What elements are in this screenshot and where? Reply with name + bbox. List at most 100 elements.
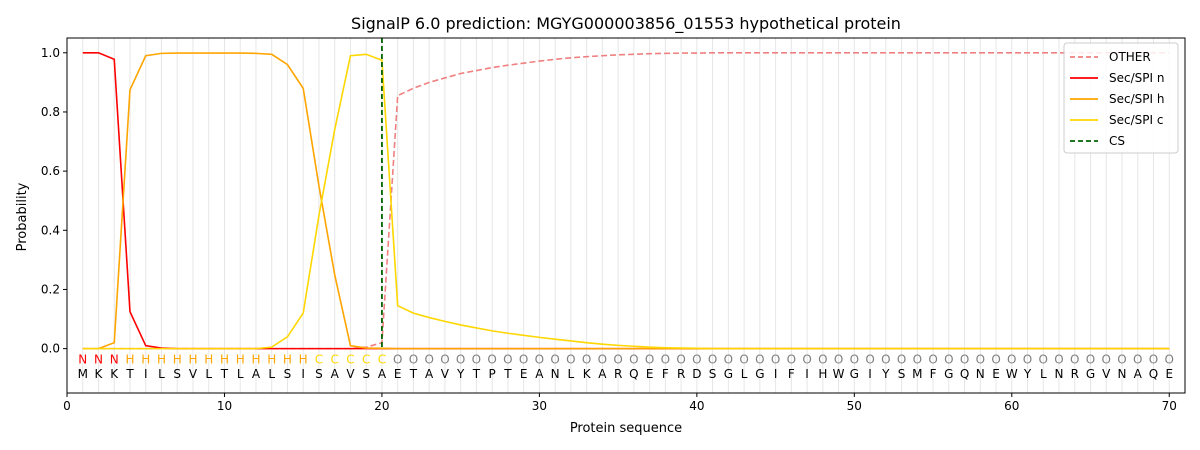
- residue-letter: K: [583, 367, 592, 381]
- residue-letter: K: [110, 367, 119, 381]
- residue-letter: T: [409, 367, 418, 381]
- region-label: O: [613, 352, 622, 366]
- region-label: H: [204, 352, 213, 366]
- region-label: O: [1086, 352, 1095, 366]
- residue-letter: F: [788, 367, 795, 381]
- residue-letter: L: [1040, 367, 1047, 381]
- legend-label: CS: [1109, 134, 1125, 148]
- region-label: O: [440, 352, 449, 366]
- legend-label: Sec/SPI c: [1109, 113, 1163, 127]
- region-label: O: [409, 352, 418, 366]
- sequence-track: NMNKNKHTHIHLHSHVHLHTHLHAHLHSHICSCACVCSCA…: [78, 352, 1174, 381]
- plot-area: [82, 38, 1170, 350]
- residue-letter: A: [378, 367, 387, 381]
- region-label: O: [944, 352, 953, 366]
- region-label: O: [661, 352, 670, 366]
- residue-letter: M: [912, 367, 922, 381]
- region-label: O: [1149, 352, 1158, 366]
- region-label: O: [818, 352, 827, 366]
- residue-letter: L: [741, 367, 748, 381]
- residue-letter: W: [1006, 367, 1018, 381]
- residue-letter: E: [520, 367, 528, 381]
- residue-letter: T: [503, 367, 512, 381]
- axes-frame: [66, 37, 1186, 394]
- residue-letter: A: [425, 367, 434, 381]
- residue-letter: F: [930, 367, 937, 381]
- region-label: O: [692, 352, 701, 366]
- residue-letter: V: [441, 367, 450, 381]
- region-label: O: [755, 352, 764, 366]
- vertical-grid: [82, 38, 1170, 393]
- region-label: O: [1039, 352, 1048, 366]
- region-label: N: [78, 352, 87, 366]
- region-label: O: [1054, 352, 1063, 366]
- region-label: O: [393, 352, 402, 366]
- y-tick-label: 0.6: [41, 164, 60, 178]
- residue-letter: R: [614, 367, 622, 381]
- region-label: C: [378, 352, 386, 366]
- residue-letter: L: [158, 367, 165, 381]
- region-label: C: [346, 352, 354, 366]
- residue-letter: S: [709, 367, 717, 381]
- residue-letter: I: [805, 367, 809, 381]
- region-label: O: [787, 352, 796, 366]
- region-label: H: [299, 352, 308, 366]
- x-tick-label: 10: [217, 399, 232, 413]
- series-line-other: [82, 51, 1170, 350]
- region-label: O: [503, 352, 512, 366]
- region-label: O: [881, 352, 890, 366]
- legend-label: OTHER: [1109, 50, 1151, 64]
- region-label: O: [1117, 352, 1126, 366]
- residue-letter: L: [237, 367, 244, 381]
- residue-letter: T: [125, 367, 134, 381]
- region-label: O: [472, 352, 481, 366]
- residue-letter: N: [976, 367, 985, 381]
- legend-box: [1063, 42, 1179, 154]
- residue-letter: I: [301, 367, 305, 381]
- residue-letter: Y: [881, 367, 890, 381]
- residue-letter: V: [1102, 367, 1111, 381]
- y-tick-label: 0.4: [41, 223, 60, 237]
- axes: 0 10 20 30 40 50 60 70 0.0 0.2 0.4 0.6 0.8 1.0: [41, 37, 1186, 413]
- region-label: O: [1133, 352, 1142, 366]
- residue-letter: G: [724, 367, 733, 381]
- residue-letter: S: [284, 367, 292, 381]
- y-tick-label: 0.8: [41, 105, 60, 119]
- residue-letter: E: [646, 367, 654, 381]
- region-label: O: [582, 352, 591, 366]
- region-label: O: [487, 352, 496, 366]
- region-label: H: [157, 352, 166, 366]
- residue-letter: M: [78, 367, 88, 381]
- residue-letter: Q: [1149, 367, 1158, 381]
- residue-letter: S: [898, 367, 906, 381]
- region-label: O: [456, 352, 465, 366]
- region-label: C: [315, 352, 323, 366]
- chart-title: SignalP 6.0 prediction: MGYG000003856_01…: [351, 14, 901, 34]
- series-line-sec-spi-c: [82, 53, 1170, 350]
- region-label: O: [834, 352, 843, 366]
- residue-letter: G: [944, 367, 953, 381]
- region-label: O: [550, 352, 559, 366]
- residue-letter: E: [394, 367, 402, 381]
- x-axis-label: Protein sequence: [570, 421, 682, 436]
- region-label: C: [330, 352, 338, 366]
- residue-letter: I: [144, 367, 148, 381]
- residue-letter: V: [346, 367, 355, 381]
- residue-letter: S: [315, 367, 323, 381]
- region-label: O: [739, 352, 748, 366]
- region-label: O: [771, 352, 780, 366]
- region-label: O: [708, 352, 717, 366]
- region-label: O: [960, 352, 969, 366]
- x-tick-label: 20: [374, 399, 389, 413]
- residue-letter: G: [850, 367, 859, 381]
- region-label: O: [802, 352, 811, 366]
- residue-letter: L: [205, 367, 212, 381]
- residue-letter: A: [252, 367, 261, 381]
- x-tick-label: 40: [689, 399, 704, 413]
- region-label: H: [141, 352, 150, 366]
- region-label: H: [251, 352, 260, 366]
- series-line-sec-spi-h: [82, 52, 1170, 350]
- residue-letter: G: [755, 367, 764, 381]
- region-label: O: [724, 352, 733, 366]
